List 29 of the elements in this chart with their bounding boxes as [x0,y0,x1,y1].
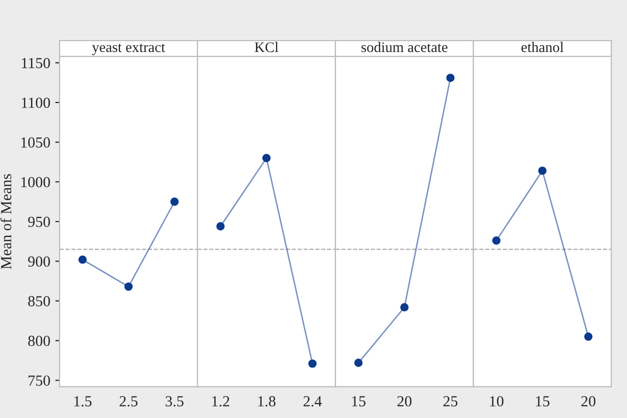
y-tick-label: 950 [28,216,50,227]
point [170,198,179,206]
chart-title: KCl [254,42,278,52]
point [124,282,133,291]
x-tick-label: 15 [536,396,550,406]
y-tick-label: 850 [28,296,50,306]
x-tick-label: 1.2 [212,396,230,406]
y-axis-title: Mean of Means [0,174,12,270]
x-tick-label: 3.5 [166,396,184,406]
y-tick-label: 800 [28,336,50,346]
x-tick-label: 15 [352,396,366,406]
chart-title: sodium acetate [361,42,448,52]
x-tick-label: 25 [443,396,458,406]
y-tick-label: 1000 [21,176,50,188]
x-tick-label: 1.5 [74,396,92,406]
y-tick-label: 1100 [22,98,50,108]
y-tick-label: 750 [28,375,50,386]
y-tick-label: 900 [28,256,50,267]
chart-title: ethanol [521,42,564,52]
x-tick-label: 2.5 [120,396,138,406]
point [78,255,87,264]
x-tick-label: 1.8 [258,396,276,406]
y-tick-label: 1150 [22,58,50,68]
x-tick-label: 2.4 [304,396,322,406]
x-tick-label: 10 [490,396,504,406]
y-tick-label: 1050 [21,137,50,148]
x-tick-label: 20 [397,396,412,406]
chart-title: yeast extract [92,44,166,56]
x-tick-label: 20 [581,396,596,406]
